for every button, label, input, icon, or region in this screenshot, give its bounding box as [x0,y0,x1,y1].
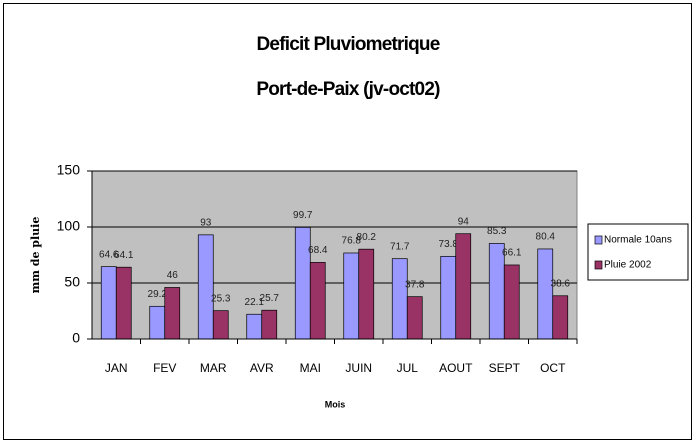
x-tick-label: JUIN [345,361,372,375]
chart-subtitle: Port-de-Paix (jv-oct02) [256,79,440,100]
bar [552,295,569,340]
value-label: 64.6 [99,249,119,260]
bar [115,266,132,340]
value-label: 38.6 [551,278,571,289]
value-label: 46 [167,270,179,281]
bar [343,252,360,340]
bar [391,258,408,340]
bar [212,310,229,340]
bar [246,313,263,340]
value-label: 64.1 [114,250,134,261]
y-tick-label: 0 [72,330,80,346]
value-label: 29.2 [148,289,168,300]
bar [406,296,423,340]
value-label: 25.3 [211,293,231,304]
bar [149,305,166,340]
x-tick-label: JAN [105,361,128,375]
value-label: 37.8 [405,279,425,290]
bar [537,248,554,340]
bar [440,255,457,340]
x-axis-label: Mois [325,399,346,409]
x-tick-label: MAI [300,361,321,375]
bar [503,264,520,340]
bar [455,233,472,340]
x-tick-label: MAR [200,361,227,375]
value-label: 71.7 [390,241,410,252]
x-tick-label: OCT [540,361,566,375]
y-tick-label: 150 [57,162,81,178]
legend-swatch [594,260,603,270]
value-label: 73.8 [439,239,459,250]
x-tick-label: AVR [250,361,274,375]
legend-label: Pluie 2002 [604,260,652,271]
bar [197,234,214,340]
value-label: 93 [200,217,212,228]
bar [358,248,375,340]
y-axis-label: mm de pluie [29,217,42,294]
x-tick-label: SEPT [489,361,521,375]
value-label: 80.4 [536,232,556,243]
x-tick-label: AOUT [439,361,473,375]
chart-title: Deficit Pluviometrique [257,34,440,55]
y-tick-label: 100 [57,218,81,234]
value-label: 68.4 [308,245,328,256]
value-label: 76.8 [342,236,362,247]
legend-swatch [594,235,603,245]
y-tick-label: 50 [64,274,80,290]
value-label: 80.2 [357,232,377,243]
bar [309,262,326,340]
value-label: 99.7 [293,210,313,221]
bar [100,266,117,340]
bar [261,309,278,340]
legend-label: Normale 10ans [604,235,672,246]
value-label: 25.7 [260,293,280,304]
x-tick-label: JUL [397,361,419,375]
value-label: 66.1 [502,248,522,259]
bar [164,287,181,340]
value-label: 22.1 [245,297,265,308]
value-label: 94 [458,216,470,227]
legend-box [587,223,689,281]
value-label: 85.3 [487,226,507,237]
x-tick-label: FEV [153,361,176,375]
